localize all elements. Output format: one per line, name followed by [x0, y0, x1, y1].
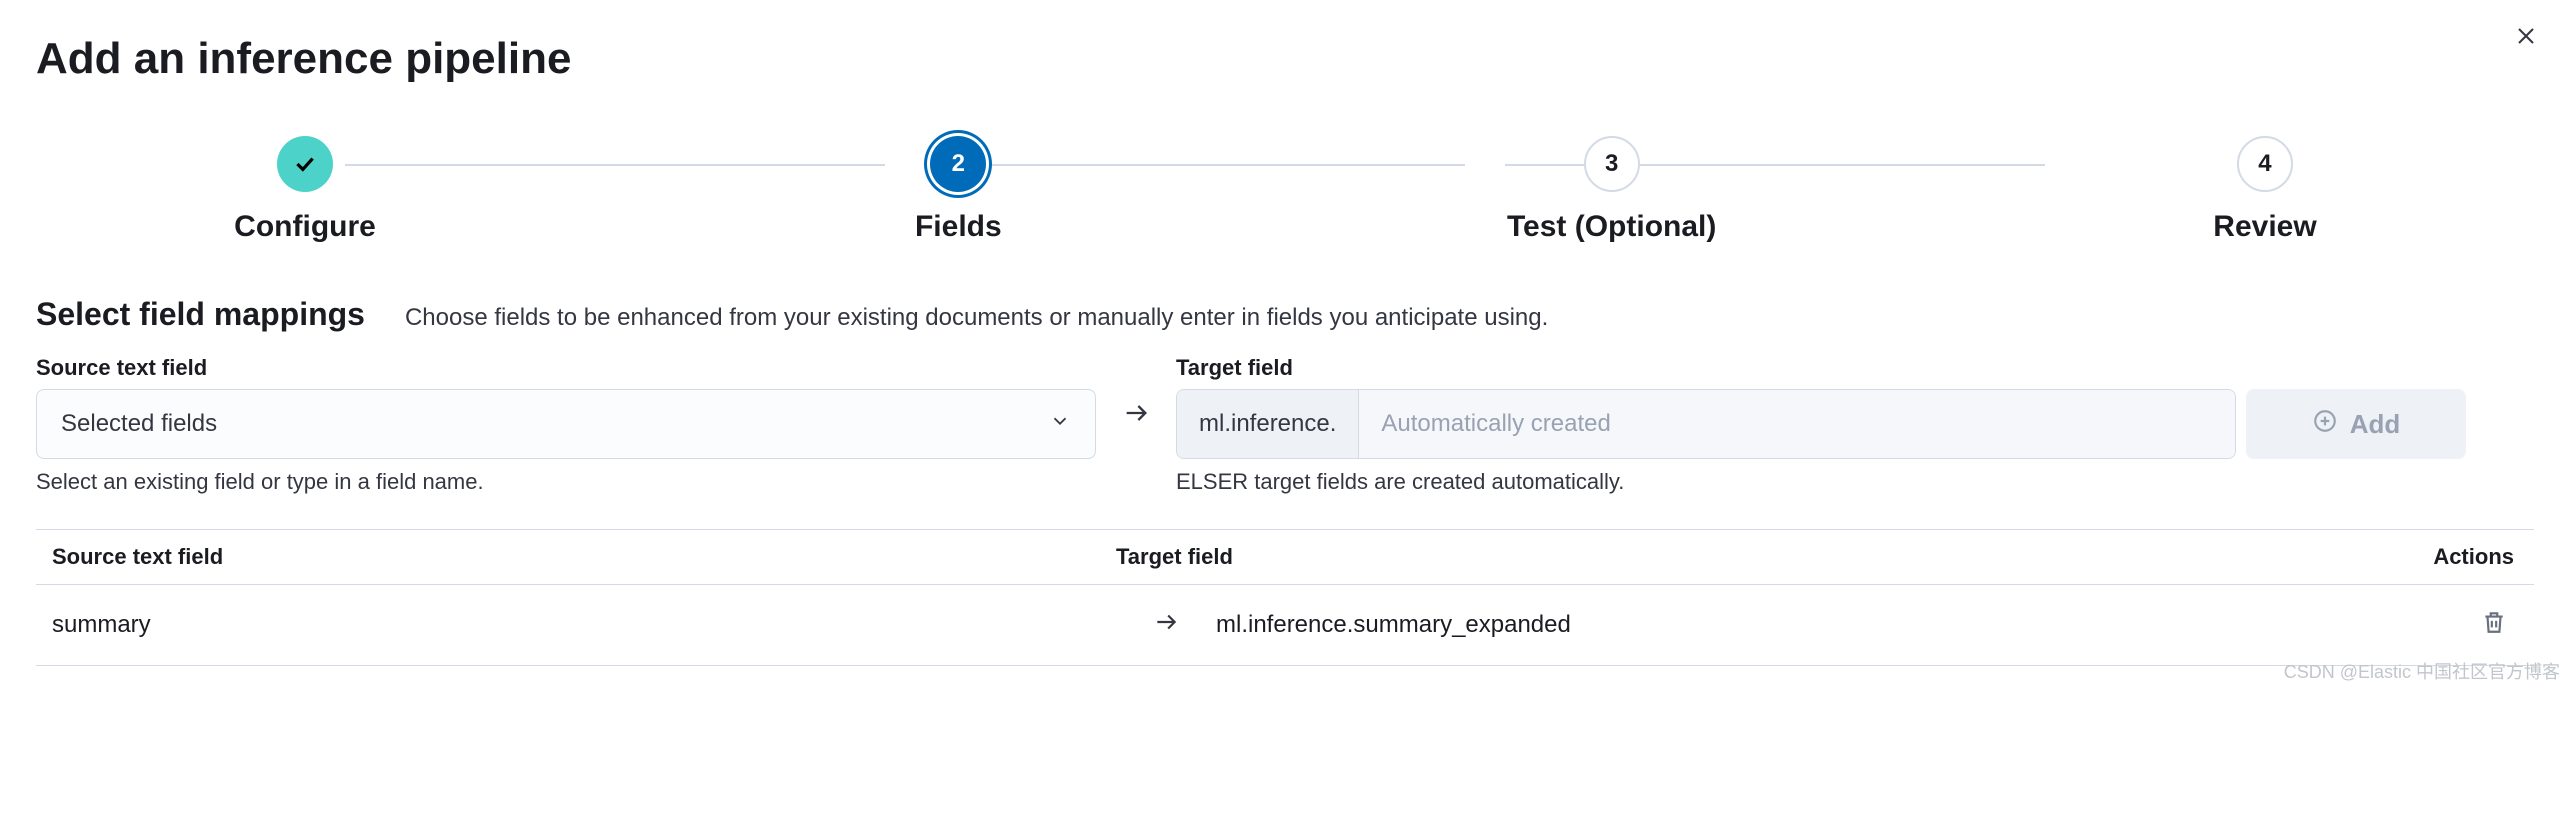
mappings-table: Source text field Target field Actions s…: [36, 529, 2534, 666]
section-title: Select field mappings: [36, 296, 365, 333]
step-label: Review: [2213, 210, 2316, 244]
step-circle-done: [277, 136, 333, 192]
chevron-down-icon: [1049, 410, 1071, 439]
plus-circle-icon: [2312, 408, 2338, 441]
add-button[interactable]: Add: [2246, 389, 2466, 459]
target-field-label: Target field: [1176, 355, 2236, 381]
step-label: Test (Optional): [1507, 210, 1716, 244]
step-circle-todo: 4: [2237, 136, 2293, 192]
arrow-right-icon: [1153, 609, 1179, 642]
table-col-source: Source text field: [36, 544, 1116, 570]
source-select-value: Selected fields: [61, 410, 217, 438]
add-button-label: Add: [2350, 409, 2401, 440]
step-test[interactable]: 3 Test (Optional): [1452, 136, 1772, 244]
step-circle-active: 2: [930, 136, 986, 192]
target-helper-text: ELSER target fields are created automati…: [1176, 469, 2236, 495]
page-title: Add an inference pipeline: [36, 34, 2534, 84]
arrow-right-icon: [1122, 399, 1150, 432]
close-button[interactable]: [2510, 20, 2542, 52]
step-circle-todo: 3: [1584, 136, 1640, 192]
source-helper-text: Select an existing field or type in a fi…: [36, 469, 1096, 495]
source-field-label: Source text field: [36, 355, 1096, 381]
target-prefix: ml.inference.: [1177, 390, 1359, 458]
table-row: summary ml.inference.summary_expanded: [36, 585, 2534, 666]
table-col-actions: Actions: [2374, 544, 2534, 570]
step-fields[interactable]: 2 Fields: [798, 136, 1118, 244]
step-review[interactable]: 4 Review: [2105, 136, 2425, 244]
delete-row-button[interactable]: [2474, 605, 2514, 645]
step-label: Configure: [234, 210, 376, 244]
row-source: summary: [36, 611, 1116, 639]
step-configure[interactable]: Configure: [145, 136, 465, 244]
target-field-input[interactable]: [1359, 390, 2235, 458]
row-target: ml.inference.summary_expanded: [1216, 611, 2374, 639]
step-label: Fields: [915, 210, 1002, 244]
table-col-target: Target field: [1116, 544, 2374, 570]
watermark: CSDN @Elastic 中国社区官方博客: [2284, 658, 2560, 684]
trash-icon: [2481, 609, 2507, 642]
target-field-group: ml.inference.: [1176, 389, 2236, 459]
section-subtitle: Choose fields to be enhanced from your e…: [405, 304, 1548, 332]
stepper: Configure 2 Fields 3 Test (Optional) 4 R…: [145, 136, 2425, 244]
source-field-select[interactable]: Selected fields: [36, 389, 1096, 459]
